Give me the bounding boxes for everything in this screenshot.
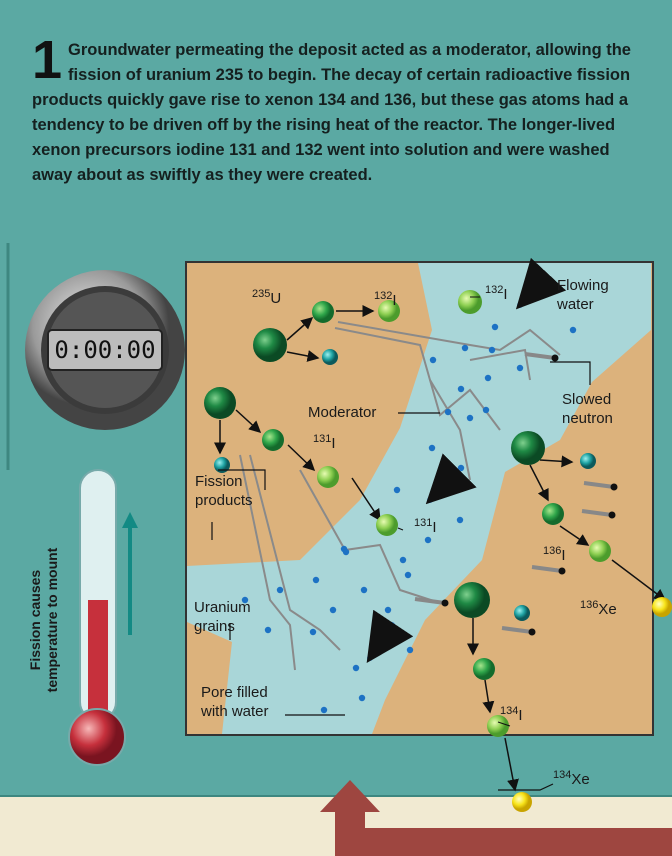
label-line: grains [194,618,235,635]
atom [542,503,564,525]
neutron [361,587,367,593]
neutron [321,707,327,713]
isotope-symbol: I [561,547,565,564]
label-line: water [556,296,594,313]
neutron [310,629,316,635]
atom [376,514,398,536]
isotope-mass: 134 [500,705,518,717]
neutron [277,587,283,593]
atom [473,658,495,680]
neutron [313,577,319,583]
slowed-neutron [529,629,536,636]
isotope-mass: 131 [414,517,432,529]
label-line: neutron [562,410,613,427]
isotope-mass: 132 [374,290,392,302]
neutron [458,386,464,392]
slowed-neutron [559,568,566,575]
neutron [353,665,359,671]
neutron [467,415,473,421]
label-line: Fission causes [27,570,43,671]
label-line: Pore filled [201,684,268,701]
neutron [570,327,576,333]
neutron [330,607,336,613]
neutron [359,695,365,701]
isotope-symbol: I [392,292,396,309]
atom [253,328,287,362]
neutron [485,375,491,381]
atom [511,431,545,465]
isotope-mass: 235 [252,288,270,300]
callout-label: Moderator [308,404,376,421]
atom [204,387,236,419]
neutron [400,557,406,563]
flow-arrow [320,780,672,856]
neutron [489,347,495,353]
atom [322,349,338,365]
leader [498,784,553,790]
label-line: with water [200,703,269,720]
neutron [430,357,436,363]
slowed-neutron [442,600,449,607]
neutron [265,627,271,633]
atom [262,429,284,451]
isotope-mass: 136 [580,599,598,611]
stopwatch: 0:00:00 [25,270,185,430]
isotope-mass: 134 [553,769,571,781]
isotope-symbol: I [331,435,335,452]
atom [512,792,532,812]
neutron [445,409,451,415]
isotope-mass: 131 [313,433,331,445]
atom [312,301,334,323]
atom [589,540,611,562]
atom [317,466,339,488]
neutron [407,647,413,653]
atom [514,605,530,621]
neutron [343,549,349,555]
label-line: Uranium [194,599,251,616]
neutron [429,445,435,451]
neutron [457,517,463,523]
isotope-symbol: U [270,290,281,307]
label-line: Moderator [308,404,376,421]
diagram: 0:00:00 Fission causestemperature to mou… [0,0,672,856]
neutron [483,407,489,413]
label-line: Fission [195,473,243,490]
neutron [492,324,498,330]
neutron [462,345,468,351]
thermometer-label: Fission causestemperature to mount [27,547,60,692]
neutron [517,365,523,371]
label-line: Flowing [557,277,609,294]
isotope-symbol: I [432,519,436,536]
isotope-symbol: I [518,707,522,724]
slowed-neutron [609,512,616,519]
isotope-symbol: Xe [598,601,616,618]
neutron [385,607,391,613]
atom [378,300,400,322]
neutron [425,537,431,543]
reaction-arrow [505,738,515,790]
atom [487,715,509,737]
page: 1Groundwater permeating the deposit acte… [0,0,672,856]
slowed-neutron [611,484,618,491]
atom [454,582,490,618]
neutron [405,572,411,578]
isotope-symbol: Xe [571,771,589,788]
thermometer: Fission causestemperature to mount [27,470,138,765]
atom [458,290,482,314]
slowed-neutron [552,355,559,362]
label-line: temperature to mount [44,547,60,692]
neutron [394,487,400,493]
isotope-label: 134Xe [553,769,590,788]
label-line: products [195,492,253,509]
atom [652,597,672,617]
isotope-mass: 132 [485,284,503,296]
atom [580,453,596,469]
label-line: Slowed [562,391,611,408]
isotope-symbol: I [503,286,507,303]
stopwatch-display: 0:00:00 [54,336,155,364]
isotope-mass: 136 [543,545,561,557]
